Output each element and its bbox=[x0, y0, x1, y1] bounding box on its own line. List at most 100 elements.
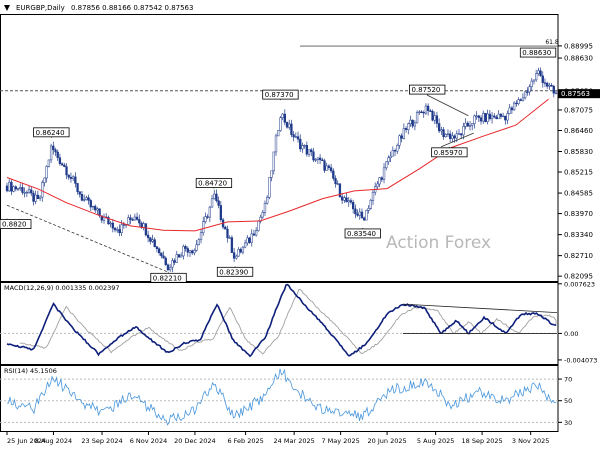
price-y-tick-label: 0.85215 bbox=[564, 169, 593, 177]
candle-body bbox=[58, 157, 62, 164]
candle-body bbox=[197, 239, 200, 245]
x-axis-tick-label: 24 Mar 2025 bbox=[274, 437, 315, 445]
price-y-tick-label: 0.82095 bbox=[564, 273, 593, 281]
candle-body bbox=[378, 177, 381, 185]
candle-body bbox=[98, 208, 101, 216]
candle-body bbox=[131, 219, 134, 221]
candle-body bbox=[52, 145, 55, 151]
candle-body bbox=[10, 181, 13, 192]
candle-body bbox=[301, 145, 304, 150]
candle-body bbox=[109, 222, 112, 225]
candle-body bbox=[47, 159, 51, 167]
candle-body bbox=[552, 85, 555, 94]
candle-body bbox=[118, 229, 121, 234]
candle-body bbox=[254, 230, 258, 236]
candle-body bbox=[299, 138, 302, 150]
candle-body bbox=[460, 133, 463, 136]
moving-average-line bbox=[6, 98, 549, 232]
candle-body bbox=[471, 123, 474, 126]
macd-signal-line bbox=[19, 289, 557, 355]
candle-body bbox=[138, 219, 141, 224]
candle-body bbox=[100, 215, 103, 221]
candle-body bbox=[407, 123, 410, 130]
candle-body bbox=[349, 200, 353, 203]
candle-body bbox=[332, 170, 335, 179]
candle-body bbox=[396, 145, 399, 152]
macd-y-tick-label: 0.00 bbox=[564, 330, 578, 338]
candle-body bbox=[420, 111, 423, 113]
candle-body bbox=[34, 194, 37, 202]
candle-body bbox=[387, 157, 390, 163]
candle-body bbox=[526, 91, 529, 93]
candle-body bbox=[274, 135, 278, 153]
candle-body bbox=[76, 183, 79, 192]
candle-body bbox=[173, 260, 176, 263]
candle-body bbox=[343, 197, 346, 201]
x-axis-tick-label: 7 May 2025 bbox=[321, 437, 359, 445]
price-y-tick-label: 0.87075 bbox=[564, 106, 593, 114]
candle-body bbox=[440, 129, 443, 132]
candle-body bbox=[94, 205, 97, 211]
current-price-label: 0.87563 bbox=[561, 90, 590, 98]
candle-body bbox=[210, 198, 214, 208]
candle-body bbox=[166, 264, 170, 271]
candle-body bbox=[268, 177, 271, 198]
candle-body bbox=[63, 164, 66, 167]
swing-label: 0.82210 bbox=[153, 274, 182, 282]
collapse-triangle-icon[interactable] bbox=[4, 5, 10, 11]
candle-body bbox=[369, 200, 372, 209]
candle-body bbox=[543, 82, 547, 84]
candle-body bbox=[411, 119, 414, 127]
candle-body bbox=[482, 112, 485, 122]
candle-body bbox=[85, 197, 88, 200]
candle-body bbox=[49, 145, 53, 161]
candle-body bbox=[241, 246, 245, 253]
x-axis-tick-label: 18 Sep 2025 bbox=[461, 437, 502, 445]
candle-body bbox=[246, 237, 249, 244]
candle-body bbox=[285, 122, 289, 128]
candle-body bbox=[16, 188, 20, 190]
price-trendline bbox=[440, 132, 474, 148]
candle-body bbox=[451, 135, 454, 139]
candle-body bbox=[69, 176, 73, 179]
candle-body bbox=[288, 123, 291, 128]
candle-body bbox=[232, 252, 236, 259]
candle-body bbox=[188, 250, 192, 253]
candle-body bbox=[338, 183, 342, 197]
candle-body bbox=[208, 206, 211, 218]
candle-body bbox=[422, 111, 425, 114]
candle-body bbox=[250, 233, 253, 243]
candle-body bbox=[215, 193, 218, 202]
candle-body bbox=[162, 255, 165, 259]
candle-body bbox=[515, 102, 518, 105]
candle-body bbox=[38, 196, 42, 199]
candle-body bbox=[157, 248, 161, 254]
candle-body bbox=[546, 82, 549, 87]
candle-body bbox=[30, 189, 33, 194]
candle-body bbox=[475, 115, 478, 117]
candle-body bbox=[499, 113, 503, 117]
candle-body bbox=[532, 79, 536, 82]
x-axis-tick-label: 20 Jun 2025 bbox=[368, 437, 407, 445]
candle-body bbox=[213, 193, 216, 200]
candle-body bbox=[413, 122, 417, 127]
candle-body bbox=[248, 237, 251, 243]
candle-body bbox=[497, 113, 500, 120]
macd-y-tick-label: -0.004073 bbox=[564, 356, 597, 364]
candle-body bbox=[352, 202, 355, 210]
candle-body bbox=[199, 232, 203, 241]
candle-body bbox=[371, 191, 375, 201]
candle-body bbox=[409, 119, 412, 124]
candle-body bbox=[32, 192, 35, 202]
candle-body bbox=[433, 115, 436, 121]
candle-body bbox=[404, 128, 408, 130]
candle-body bbox=[120, 224, 123, 234]
x-axis-tick-label: 20 Dec 2024 bbox=[174, 437, 216, 445]
candle-body bbox=[111, 222, 114, 229]
candle-body bbox=[365, 210, 368, 221]
candle-body bbox=[292, 134, 295, 138]
candle-body bbox=[8, 181, 11, 192]
price-trendline bbox=[6, 204, 169, 273]
candle-body bbox=[290, 123, 293, 135]
price-y-tick-label: 0.82710 bbox=[564, 252, 593, 260]
